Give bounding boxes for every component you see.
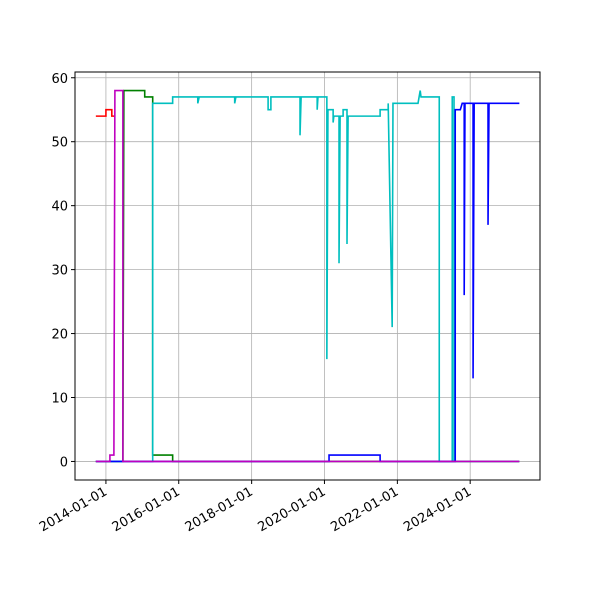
- x-tick-label: 2018-01-01: [183, 484, 256, 535]
- x-tick-label: 2024-01-01: [401, 484, 474, 535]
- x-tick-label: 2022-01-01: [328, 484, 401, 535]
- x-tick-label: 2014-01-01: [37, 484, 110, 535]
- series-line: [95, 102, 520, 463]
- y-tick-label: 20: [51, 328, 68, 343]
- x-tick-label: 2020-01-01: [256, 484, 329, 535]
- series-line: [95, 89, 520, 463]
- series-line: [95, 90, 520, 463]
- y-tick-label: 0: [60, 455, 68, 470]
- y-tick-label: 10: [51, 392, 68, 407]
- x-tick-label: 2016-01-01: [110, 484, 183, 535]
- y-tick-label: 60: [51, 72, 68, 87]
- series-line: [95, 108, 115, 117]
- y-tick-label: 40: [51, 200, 68, 215]
- y-tick-label: 30: [51, 264, 68, 279]
- y-tick-label: 50: [51, 136, 68, 151]
- plot-frame: [74, 71, 541, 481]
